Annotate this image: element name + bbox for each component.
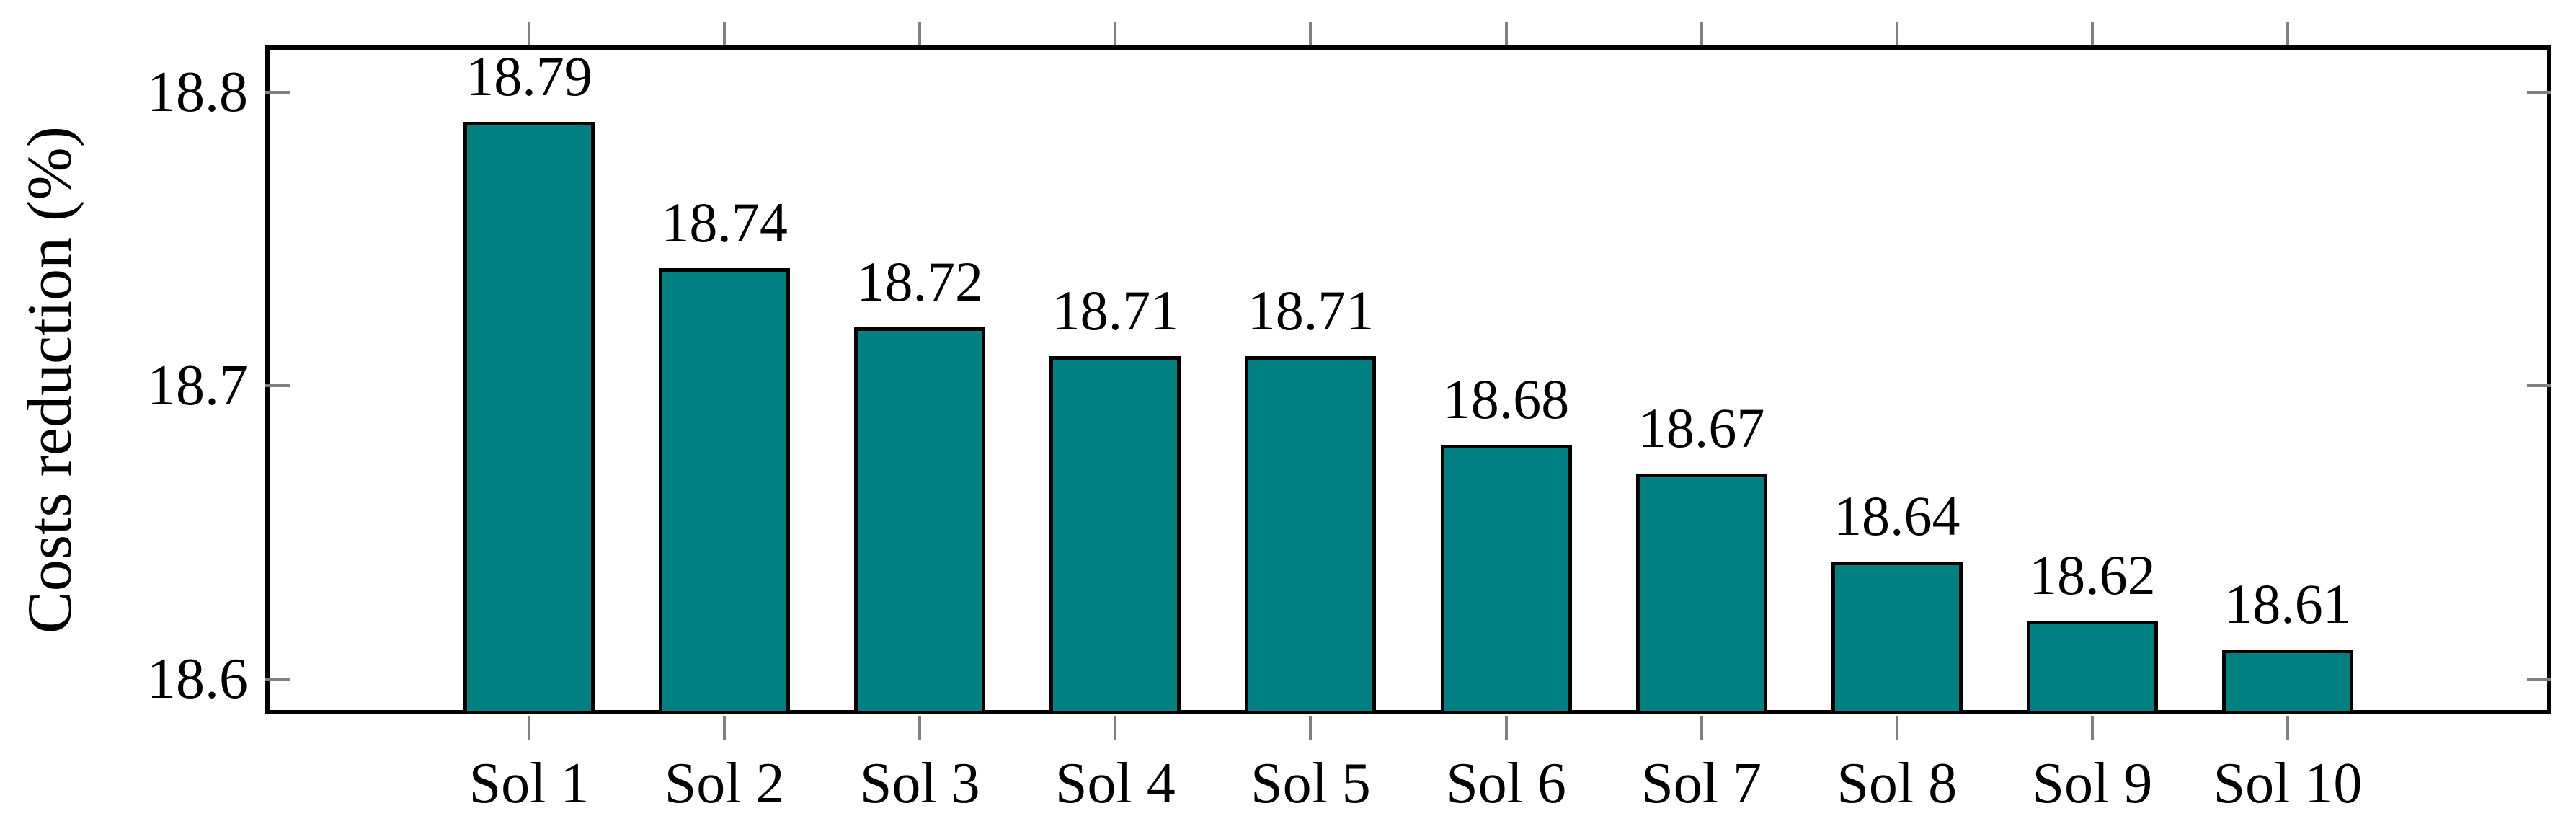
x-category-label: Sol 2 — [664, 752, 785, 815]
x-tick-top — [528, 22, 530, 45]
bar — [1831, 562, 1963, 714]
y-tick-label: 18.8 — [147, 61, 248, 125]
bar-value-label: 18.71 — [1052, 279, 1179, 342]
bar-value-label: 18.64 — [1834, 484, 1960, 548]
x-tick-top — [1309, 22, 1313, 45]
x-tick-top — [1700, 22, 1703, 45]
x-category-label: Sol 8 — [1836, 752, 1958, 815]
bar — [2222, 650, 2353, 714]
x-tick-top — [918, 22, 922, 45]
x-category-label: Sol 5 — [1251, 752, 1371, 815]
bar-value-label: 18.62 — [2029, 543, 2156, 606]
bar — [1049, 356, 1181, 714]
bar-value-label: 18.68 — [1442, 367, 1570, 430]
bar-value-label: 18.74 — [661, 191, 788, 254]
y-tick-label: 18.7 — [147, 354, 248, 418]
bar — [854, 327, 986, 714]
bar-value-label: 18.72 — [856, 249, 983, 313]
x-category-label: Sol 9 — [2032, 752, 2153, 815]
bar — [2026, 620, 2158, 714]
x-tick-bottom — [1114, 716, 1117, 740]
x-category-label: Sol 6 — [1446, 752, 1566, 815]
x-tick-bottom — [1504, 716, 1508, 740]
bar — [1245, 356, 1377, 714]
bar-value-label: 18.61 — [2224, 572, 2351, 636]
x-tick-bottom — [918, 716, 922, 740]
y-tick-left — [265, 91, 290, 94]
bar — [659, 268, 791, 714]
bar-value-label: 18.67 — [1638, 396, 1765, 460]
y-tick-right — [2527, 678, 2551, 681]
plot-area-frame — [265, 45, 2551, 714]
x-tick-bottom — [1700, 716, 1703, 740]
x-category-label: Sol 7 — [1641, 752, 1762, 815]
x-category-label: Sol 3 — [859, 752, 980, 815]
y-tick-label: 18.6 — [147, 647, 248, 711]
x-tick-top — [2090, 22, 2094, 45]
x-tick-bottom — [1309, 716, 1313, 740]
y-tick-right — [2527, 91, 2551, 94]
x-tick-bottom — [2090, 716, 2094, 740]
y-tick-right — [2527, 384, 2551, 388]
x-tick-top — [2286, 22, 2289, 45]
bar-value-label: 18.79 — [466, 44, 592, 107]
x-category-label: Sol 4 — [1054, 752, 1176, 815]
x-tick-top — [1895, 22, 1898, 45]
x-tick-top — [723, 22, 727, 45]
x-tick-bottom — [723, 716, 727, 740]
x-category-label: Sol 10 — [2213, 752, 2363, 815]
bar — [463, 121, 595, 714]
bar — [1635, 474, 1767, 714]
x-tick-bottom — [1895, 716, 1898, 740]
x-tick-top — [1114, 22, 1117, 45]
bar — [1440, 444, 1572, 714]
x-tick-bottom — [2286, 716, 2289, 740]
y-tick-left — [265, 678, 290, 681]
y-tick-left — [265, 384, 290, 388]
x-tick-bottom — [528, 716, 530, 740]
bar-value-label: 18.71 — [1247, 279, 1374, 342]
x-category-label: Sol 1 — [468, 752, 590, 815]
x-tick-top — [1504, 22, 1508, 45]
